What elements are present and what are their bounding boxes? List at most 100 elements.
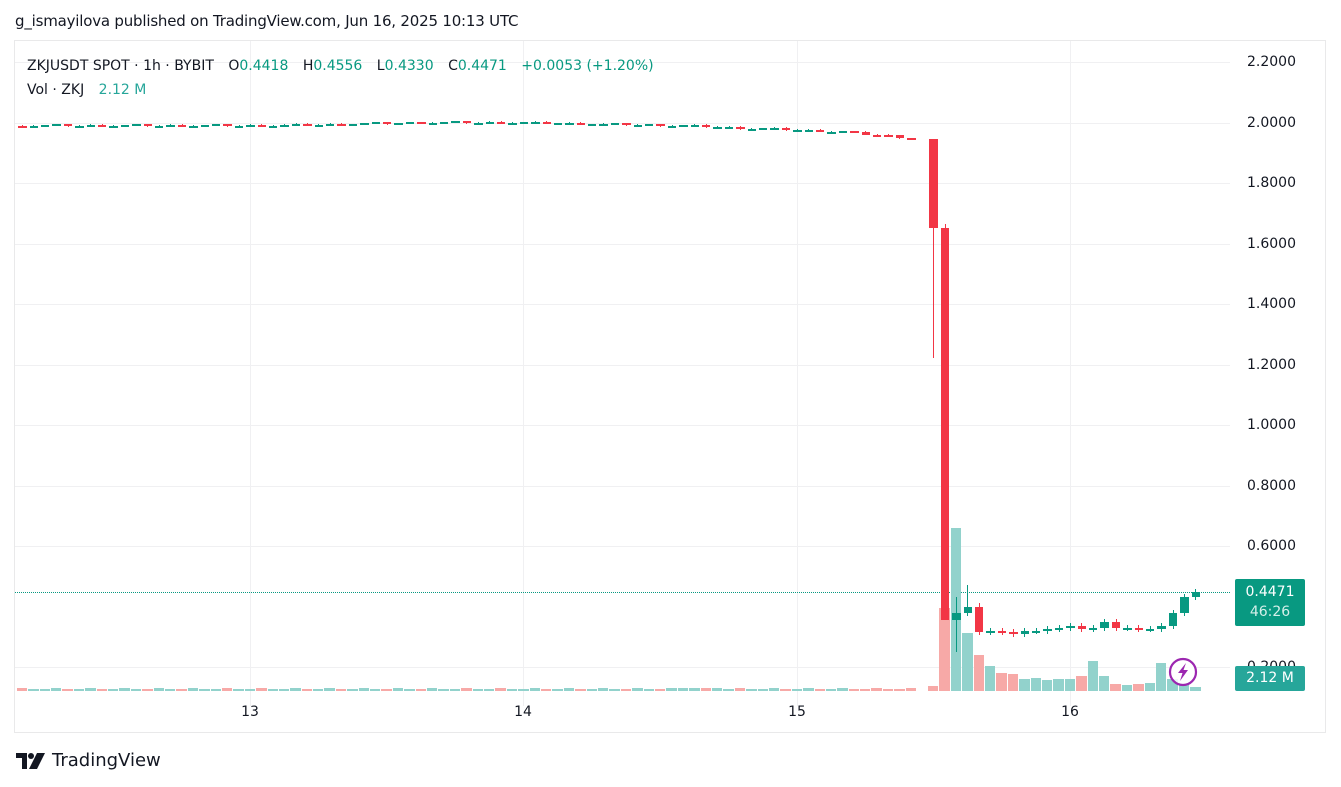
candle-body[interactable] (29, 125, 39, 128)
candle-body[interactable] (109, 125, 118, 128)
candle-body[interactable] (713, 127, 722, 130)
candle-body[interactable] (212, 124, 221, 127)
candle-body[interactable] (1043, 629, 1052, 632)
candle-body[interactable] (1168, 612, 1178, 627)
candle-body[interactable] (143, 124, 153, 127)
candle-body[interactable] (542, 121, 551, 124)
candle-body[interactable] (223, 124, 232, 127)
candle-body[interactable] (63, 124, 73, 127)
candle-body[interactable] (827, 131, 836, 134)
candle-body[interactable] (997, 630, 1007, 633)
candle-body[interactable] (234, 125, 244, 128)
symbol-label[interactable]: ZKJUSDT SPOT · 1h · BYBIT (27, 58, 214, 74)
candle-body[interactable] (1123, 627, 1132, 630)
candle-body[interactable] (736, 126, 745, 129)
candle-body[interactable] (1111, 621, 1121, 628)
candle-body[interactable] (417, 122, 426, 125)
candle-body[interactable] (793, 129, 802, 132)
candle-body[interactable] (770, 128, 779, 131)
candle-body[interactable] (759, 128, 768, 131)
candle-body[interactable] (1157, 626, 1166, 630)
candle-body[interactable] (291, 123, 301, 126)
candle-body[interactable] (884, 134, 893, 137)
candle-body[interactable] (280, 124, 289, 127)
candle-body[interactable] (348, 124, 358, 127)
candle-body[interactable] (1020, 630, 1030, 634)
candle-body[interactable] (747, 128, 757, 131)
candle-body[interactable] (553, 123, 563, 126)
candle-body[interactable] (382, 122, 392, 125)
candle-body[interactable] (816, 129, 825, 132)
candle-body[interactable] (804, 129, 813, 132)
candle-body[interactable] (1089, 627, 1098, 630)
candle-body[interactable] (907, 138, 916, 141)
candle-body[interactable] (702, 125, 711, 128)
candle-body[interactable] (1077, 626, 1087, 630)
candle-body[interactable] (86, 124, 96, 127)
candle-body[interactable] (986, 630, 995, 633)
candle-body[interactable] (610, 123, 620, 126)
candle-body[interactable] (963, 606, 973, 613)
candle-body[interactable] (1191, 592, 1200, 598)
candle-body[interactable] (690, 125, 700, 128)
candle-body[interactable] (18, 125, 27, 128)
candle-body[interactable] (861, 131, 870, 135)
candle-body[interactable] (633, 124, 643, 127)
candle-body[interactable] (781, 128, 791, 131)
candle-body[interactable] (1032, 630, 1041, 633)
lightning-bolt-icon[interactable] (1168, 657, 1198, 687)
candle-body[interactable] (303, 123, 312, 126)
candle-body[interactable] (120, 125, 130, 128)
candle-body[interactable] (565, 122, 574, 125)
candle-body[interactable] (645, 124, 654, 127)
candle-body[interactable] (132, 124, 141, 127)
candle-body[interactable] (200, 125, 210, 128)
volume-label[interactable]: Vol · ZKJ (27, 82, 85, 98)
candle-body[interactable] (371, 122, 380, 125)
candle-body[interactable] (519, 122, 529, 125)
candle-body[interactable] (75, 125, 84, 128)
candle-body[interactable] (496, 121, 506, 124)
candle-body[interactable] (656, 124, 665, 127)
candle-body[interactable] (314, 124, 323, 127)
candle-body[interactable] (838, 131, 848, 134)
candle-body[interactable] (155, 125, 164, 128)
candle-body[interactable] (895, 135, 905, 139)
candle-body[interactable] (177, 124, 187, 127)
candle-body[interactable] (1180, 597, 1189, 613)
candle-body[interactable] (1009, 632, 1018, 635)
candle-body[interactable] (929, 139, 938, 229)
candle-body[interactable] (474, 122, 483, 125)
candle-body[interactable] (439, 122, 449, 125)
candle-body[interactable] (166, 124, 175, 127)
candle-body[interactable] (940, 228, 950, 621)
candle-body[interactable] (246, 124, 255, 127)
candle-body[interactable] (588, 124, 597, 127)
candle-body[interactable] (428, 122, 437, 125)
candle-body[interactable] (1100, 621, 1109, 628)
chart-plot-area[interactable] (15, 41, 1230, 706)
tradingview-footer[interactable]: TradingView (16, 750, 161, 771)
candle-body[interactable] (622, 123, 631, 126)
candle-body[interactable] (599, 123, 608, 126)
candle-body[interactable] (189, 125, 198, 128)
candle-body[interactable] (679, 125, 688, 128)
candle-body[interactable] (41, 125, 50, 128)
candle-body[interactable] (1054, 627, 1064, 630)
candle-body[interactable] (451, 121, 460, 124)
candle-body[interactable] (325, 123, 335, 126)
candle-body[interactable] (952, 612, 961, 621)
candle-body[interactable] (850, 131, 859, 134)
candle-body[interactable] (724, 126, 734, 129)
candle-body[interactable] (1146, 629, 1155, 632)
candle-body[interactable] (269, 125, 278, 128)
candle-body[interactable] (360, 123, 369, 126)
candle-body[interactable] (52, 124, 61, 127)
candle-body[interactable] (462, 121, 472, 124)
candle-body[interactable] (485, 121, 494, 124)
candle-body[interactable] (531, 121, 540, 124)
candle-body[interactable] (257, 124, 266, 127)
candle-body[interactable] (405, 122, 415, 125)
candle-body[interactable] (1134, 627, 1144, 630)
candle-body[interactable] (576, 122, 586, 125)
